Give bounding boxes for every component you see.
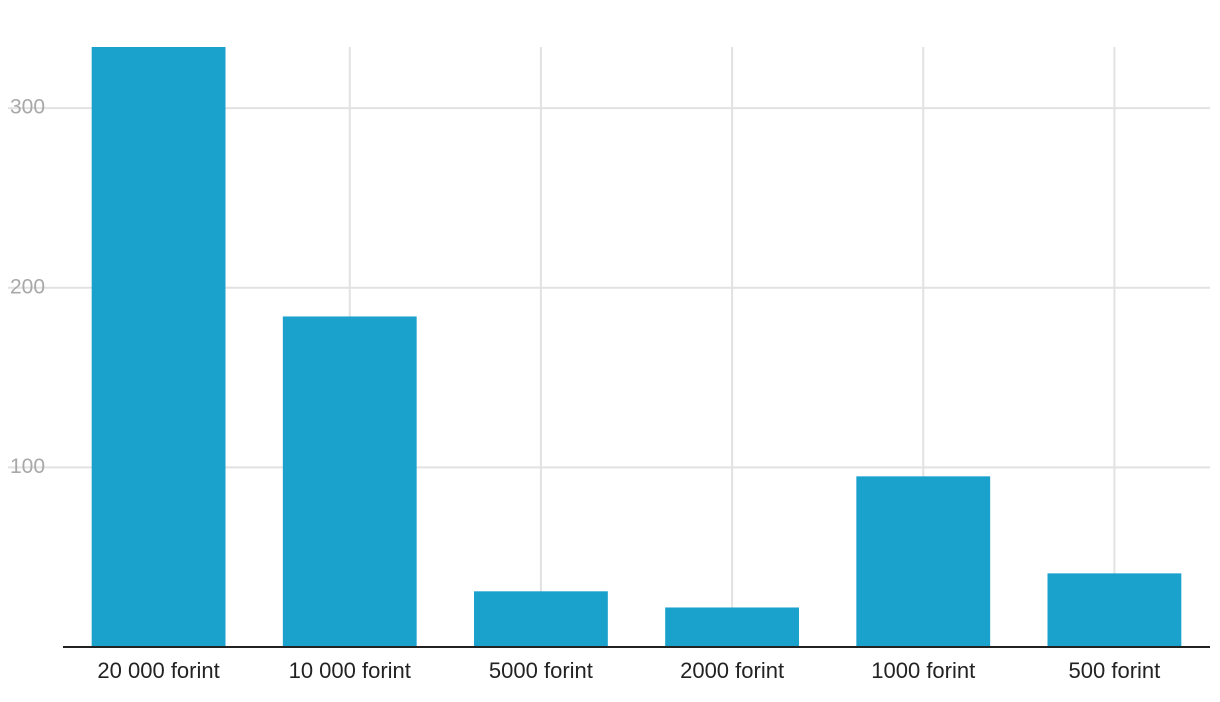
y-tick-label: 300 [10,96,45,119]
bar [1047,573,1182,647]
y-tick-label: 200 [10,275,45,298]
x-tick-label: 1000 forint [871,658,975,683]
bar [474,591,608,647]
x-tick-label: 500 forint [1069,658,1161,683]
x-tick-label: 5000 forint [489,658,593,683]
x-tick-label: 2000 forint [680,658,784,683]
x-tick-label: 20 000 forint [97,658,219,683]
bar [282,316,417,647]
bar [91,47,226,647]
bar [856,476,991,647]
bar [665,607,799,647]
x-tick-label: 10 000 forint [289,658,411,683]
y-tick-label: 100 [10,455,45,478]
